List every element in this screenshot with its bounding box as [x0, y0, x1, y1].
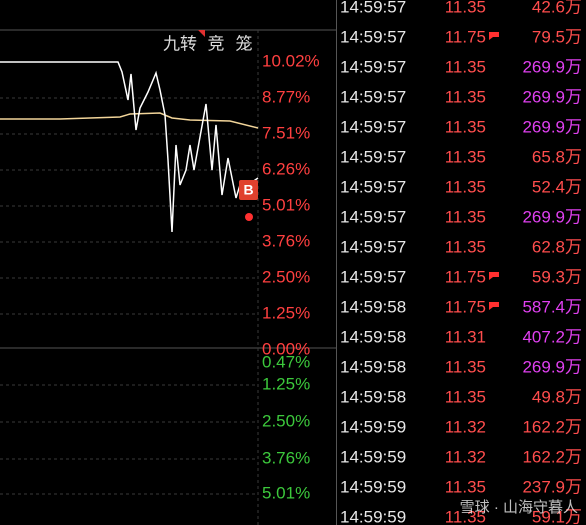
trade-volume: 269.9万 — [522, 117, 582, 136]
scale-label: 1.25% — [262, 303, 310, 322]
trade-time: 14:59:57 — [340, 87, 406, 106]
trade-time: 14:59:59 — [340, 477, 406, 496]
trade-price: 11.75 — [445, 267, 486, 286]
trade-price: 11.35 — [445, 147, 486, 166]
scale-label: 6.26% — [262, 159, 310, 178]
trade-time: 14:59:57 — [340, 57, 406, 76]
scale-label: 10.02% — [262, 51, 320, 70]
trade-time: 14:59:59 — [340, 447, 406, 466]
trade-volume: 59.1万 — [532, 507, 582, 525]
trade-time: 14:59:57 — [340, 27, 406, 46]
trade-time: 14:59:57 — [340, 177, 406, 196]
scale-label: 3.76% — [262, 448, 310, 467]
trade-time: 14:59:57 — [340, 117, 406, 136]
trade-price: 11.32 — [445, 447, 486, 466]
trade-time: 14:59:57 — [340, 207, 406, 226]
trade-price: 11.35 — [445, 0, 486, 16]
trade-price: 11.35 — [445, 57, 486, 76]
trade-volume: 407.2万 — [522, 327, 582, 346]
trade-price: 11.35 — [445, 507, 486, 525]
trade-time: 14:59:57 — [340, 267, 406, 286]
trade-price: 11.35 — [445, 177, 486, 196]
price-line — [0, 61, 259, 233]
trade-volume: 65.8万 — [532, 147, 582, 166]
chart-tab: 笼 — [236, 34, 253, 53]
trade-price: 11.35 — [445, 387, 486, 406]
trade-volume: 42.6万 — [532, 0, 582, 16]
buy-badge: B — [243, 182, 253, 198]
trade-volume: 269.9万 — [522, 207, 582, 226]
trade-price: 11.35 — [445, 357, 486, 376]
scale-label: 0.47% — [262, 352, 310, 371]
scale-label: 2.50% — [262, 267, 310, 286]
scale-label: 8.77% — [262, 87, 310, 106]
trade-volume: 162.2万 — [522, 417, 582, 436]
trade-price: 11.32 — [445, 417, 486, 436]
trade-volume: 49.8万 — [532, 387, 582, 406]
scale-label: 3.76% — [262, 231, 310, 250]
trade-flag — [489, 32, 499, 40]
trade-volume: 162.2万 — [522, 447, 582, 466]
trade-price: 11.31 — [445, 327, 486, 346]
chart-tab: 竞 — [208, 34, 225, 53]
scale-label: 2.50% — [262, 411, 310, 430]
trade-volume: 587.4万 — [522, 297, 582, 316]
labels: 九转竞笼 10.02% 8.77% 7.51% 6.26% 5.01% 3.76% 2.50%… — [163, 34, 320, 502]
trade-time: 14:59:58 — [340, 387, 406, 406]
trade-time: 14:59:59 — [340, 507, 406, 525]
trade-volume: 237.9万 — [522, 477, 582, 496]
tab-corner — [198, 30, 205, 37]
trade-volume: 79.5万 — [532, 27, 582, 46]
trade-price: 11.35 — [445, 237, 486, 256]
average-line — [0, 112, 259, 129]
grid-lines — [0, 97, 258, 495]
trade-price: 11.35 — [445, 207, 486, 226]
scale-label: 0.00% — [262, 339, 310, 358]
trade-time: 14:59:57 — [340, 237, 406, 256]
trade-price: 11.75 — [445, 27, 486, 46]
trade-time: 14:59:58 — [340, 357, 406, 376]
scale-label: 7.51% — [262, 123, 310, 142]
trade-price: 11.75 — [445, 297, 486, 316]
watermark: 雪球 · 山海守暮人 — [460, 499, 578, 516]
trade-price: 11.35 — [445, 117, 486, 136]
trade-time: 14:59:59 — [340, 417, 406, 436]
trade-price: 11.35 — [445, 87, 486, 106]
chart-tab: 九转 — [163, 34, 197, 53]
buy-badge-box — [239, 180, 258, 200]
trade-volume: 62.8万 — [532, 237, 582, 256]
scale-label: 5.01% — [262, 195, 310, 214]
trade-time: 14:59:58 — [340, 327, 406, 346]
scale-label: 5.01% — [262, 483, 310, 502]
trade-flag — [489, 302, 499, 310]
trade-volume: 269.9万 — [522, 57, 582, 76]
scale-label: 1.25% — [262, 374, 310, 393]
trade-volume: 52.4万 — [532, 177, 582, 196]
trade-volume: 269.9万 — [522, 357, 582, 376]
buy-dot — [245, 213, 253, 221]
trade-time: 14:59:58 — [340, 297, 406, 316]
trade-volume: 59.3万 — [532, 267, 582, 286]
trade-list: 14:59:57 11.35 42.6万 14:59:57 11.75 79.5万 14:5… — [340, 0, 582, 525]
trade-time: 14:59:57 — [340, 0, 406, 16]
trade-time: 14:59:57 — [340, 147, 406, 166]
trade-flag — [489, 272, 499, 280]
trade-volume: 269.9万 — [522, 87, 582, 106]
trade-price: 11.35 — [445, 477, 486, 496]
